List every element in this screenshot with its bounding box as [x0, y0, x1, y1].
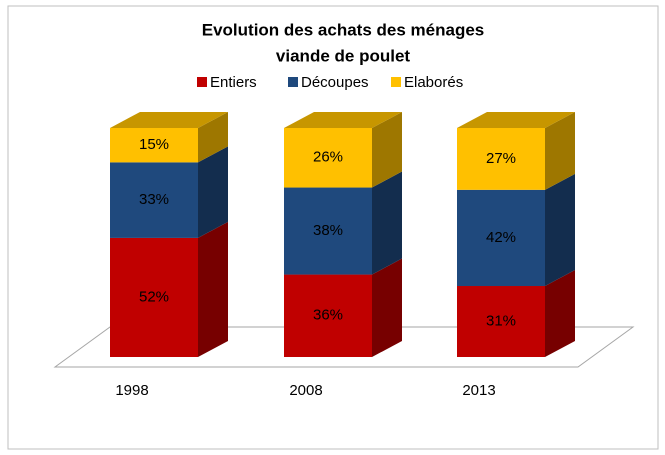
- bar-top: [110, 112, 228, 128]
- data-label: 33%: [139, 191, 169, 208]
- x-tick-label: 1998: [115, 382, 148, 399]
- legend-label: Elaborés: [404, 74, 463, 91]
- bar-side: [372, 112, 402, 188]
- legend-label: Entiers: [210, 74, 257, 91]
- data-label: 15%: [139, 136, 169, 153]
- bar-side: [198, 112, 228, 163]
- data-label: 38%: [313, 222, 343, 239]
- data-label: 31%: [486, 312, 516, 329]
- bar-segment: [457, 189, 545, 287]
- data-label: 26%: [313, 149, 343, 166]
- x-tick-label: 2008: [289, 382, 322, 399]
- data-label: 36%: [313, 307, 343, 324]
- bar-segment: [110, 128, 198, 163]
- data-label: 42%: [486, 229, 516, 246]
- bar-segment: [284, 128, 372, 188]
- bar-segment: [110, 237, 198, 357]
- bar-side: [198, 221, 228, 357]
- bar-side: [198, 146, 228, 238]
- chart-subtitle: viande de poulet: [276, 46, 410, 65]
- bar-side: [372, 258, 402, 357]
- bar-side: [372, 171, 402, 275]
- bar-segment: [457, 286, 545, 357]
- bar-side: [545, 270, 575, 357]
- bar-side: [545, 173, 575, 287]
- x-tick-label: 2013: [462, 382, 495, 399]
- data-label: 52%: [139, 288, 169, 305]
- legend-label: Découpes: [301, 74, 369, 91]
- bar-segment: [110, 162, 198, 238]
- legend-swatch: [288, 77, 298, 87]
- bar-segment: [284, 274, 372, 357]
- bar-top: [457, 112, 575, 128]
- bar-segment: [284, 187, 372, 275]
- legend-swatch: [197, 77, 207, 87]
- bar-top: [284, 112, 402, 128]
- bar-segment: [457, 128, 545, 190]
- bar-side: [545, 112, 575, 190]
- data-label: 27%: [486, 150, 516, 167]
- legend-swatch: [391, 77, 401, 87]
- chart-title: Evolution des achats des ménages: [202, 20, 484, 39]
